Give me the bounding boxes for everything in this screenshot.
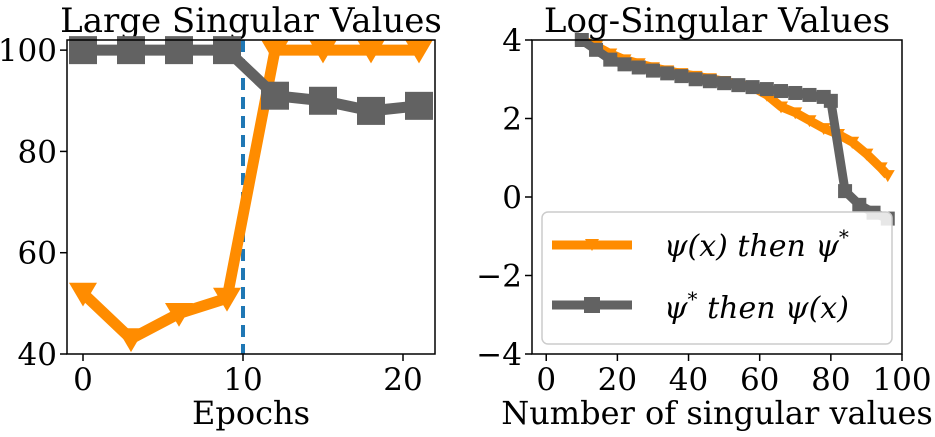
ticks: 0 20 40 60 80 100 −4 −2 0 2 4 [476,23,931,398]
data-point [165,302,193,327]
data-point [816,123,831,135]
y-tick-label: 60 [18,236,57,272]
data-point [702,74,717,89]
legend-swatch-marker [585,239,599,251]
legend: ψ(x) then ψ* ψ* then ψ(x) [541,211,893,345]
y-tick-label: 0 [502,180,522,216]
y-tick-label: −4 [476,337,522,373]
legend-swatch-marker [584,297,600,313]
data-point [117,36,145,65]
plot-area [69,36,433,354]
data-point [309,39,337,64]
data-point [717,76,732,91]
data-point [117,328,145,353]
data-point [645,63,660,78]
data-point [213,287,241,312]
data-point [788,107,803,120]
x-tick-label: 40 [669,362,708,398]
data-point [774,101,789,114]
ticks: 0 10 20 40 60 80 100 [0,33,423,398]
data-point [213,36,241,65]
data-point [631,60,646,75]
data-point [802,87,817,102]
data-point [69,36,97,65]
x-tick-label: 20 [598,362,637,398]
data-point [261,39,289,64]
legend-item-0: ψ(x) then ψ* [552,225,849,264]
chart-title: Large Singular Values [60,1,442,41]
data-point [357,39,385,64]
data-point [788,85,803,100]
data-point [802,115,817,128]
series-1 [574,33,895,226]
data-point [873,162,888,175]
x-axis-label: Epochs [192,394,310,432]
data-point [405,91,433,120]
data-point [859,148,874,161]
data-point [688,72,703,87]
plot-area [574,33,895,226]
legend-label: ψ* then ψ(x) [664,287,849,326]
y-tick-label: 4 [502,23,522,59]
y-tick-label: 80 [18,134,57,170]
y-tick-label: 40 [18,337,57,373]
data-point [165,36,193,65]
series-line [79,44,419,345]
series-0 [69,39,433,353]
data-point [731,78,746,93]
y-tick-label: 2 [502,102,522,138]
chart-title: Log-Singular Values [544,1,890,41]
data-point [745,80,760,95]
series-0 [574,34,895,183]
chart-log-singular-values: Log-Singular Values 0 20 40 60 80 100−4−2024 … [476,1,933,432]
data-point [674,69,689,84]
data-point [852,197,867,212]
data-point [589,42,604,57]
x-tick-label: 80 [811,362,850,398]
data-point [660,66,675,81]
data-point [603,52,618,67]
data-point [774,84,789,99]
x-tick-label: 100 [872,362,931,398]
data-point [261,81,289,110]
x-tick-label: 0 [73,362,93,398]
x-tick-label: 60 [740,362,779,398]
chart-large-singular-values: Large Singular Values 0 10 20 40 60 80 100 Epo… [0,1,442,432]
data-point [759,82,774,97]
y-tick-label: 100 [0,33,57,69]
data-point [880,170,895,183]
x-tick-label: 0 [536,362,556,398]
data-point [617,57,632,72]
y-tick-label: −2 [476,259,522,295]
axes-frame [531,39,903,355]
legend-label: ψ(x) then ψ* [664,225,849,264]
data-point [823,93,838,108]
data-point [838,184,853,199]
axes-frame [66,39,436,355]
data-point [405,39,433,64]
data-point [309,86,337,115]
series-1 [69,36,433,125]
legend-item-1: ψ* then ψ(x) [552,287,849,326]
x-tick-label: 20 [383,362,422,398]
x-axis-label: Number of singular values [501,394,933,432]
data-point [69,282,97,307]
x-tick-label: 10 [223,362,262,398]
data-point [845,136,860,149]
data-point [357,96,385,125]
